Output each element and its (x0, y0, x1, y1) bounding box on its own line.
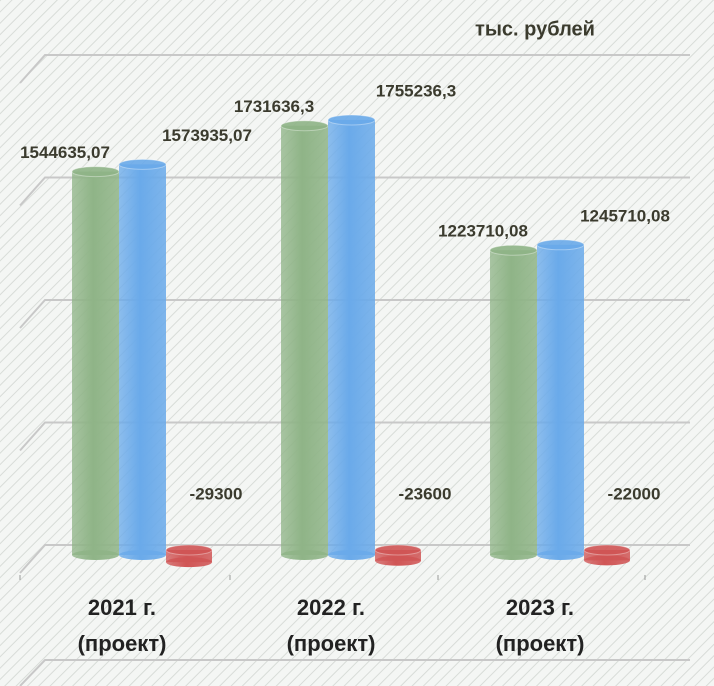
cylinder-top (489, 244, 538, 256)
cylinder-top (374, 544, 422, 556)
cylinder-top (71, 166, 120, 178)
data-label: 1573935,07 (162, 126, 252, 145)
cylinder-top (165, 544, 213, 556)
floor-edge (19, 659, 690, 686)
data-label: -23600 (399, 484, 452, 503)
bar (281, 125, 328, 555)
bar (328, 119, 375, 556)
bar (490, 250, 537, 555)
grid-line (19, 421, 690, 452)
bar (584, 550, 630, 561)
x-tick-label: 2021 г. (проект) (77, 595, 167, 656)
data-label: -22000 (608, 484, 661, 503)
cylinder-top (536, 239, 585, 251)
cylinder-top (280, 120, 329, 132)
grid-line (19, 544, 690, 574)
x-tick-label: 2023 г. (проект) (495, 595, 585, 656)
grid-line (19, 176, 690, 207)
grid-line (19, 299, 690, 329)
cylinder-top (118, 158, 167, 170)
x-tick-label: 2022 г. (проект) (286, 595, 376, 656)
bar (375, 550, 421, 561)
bar (537, 244, 584, 555)
grid-line (19, 54, 690, 84)
cylinder-top (327, 114, 376, 126)
cylinder-top (583, 544, 631, 556)
bar (119, 164, 166, 555)
data-label: 1544635,07 (20, 143, 110, 162)
data-label: 1731636,3 (234, 97, 314, 116)
bar (72, 171, 119, 556)
data-label: 1755236,3 (376, 81, 456, 100)
data-label: -29300 (190, 484, 243, 503)
data-label: 1245710,08 (580, 206, 670, 225)
data-label: 1223710,08 (438, 222, 528, 241)
unit-label: тыс. рублей (475, 18, 595, 40)
